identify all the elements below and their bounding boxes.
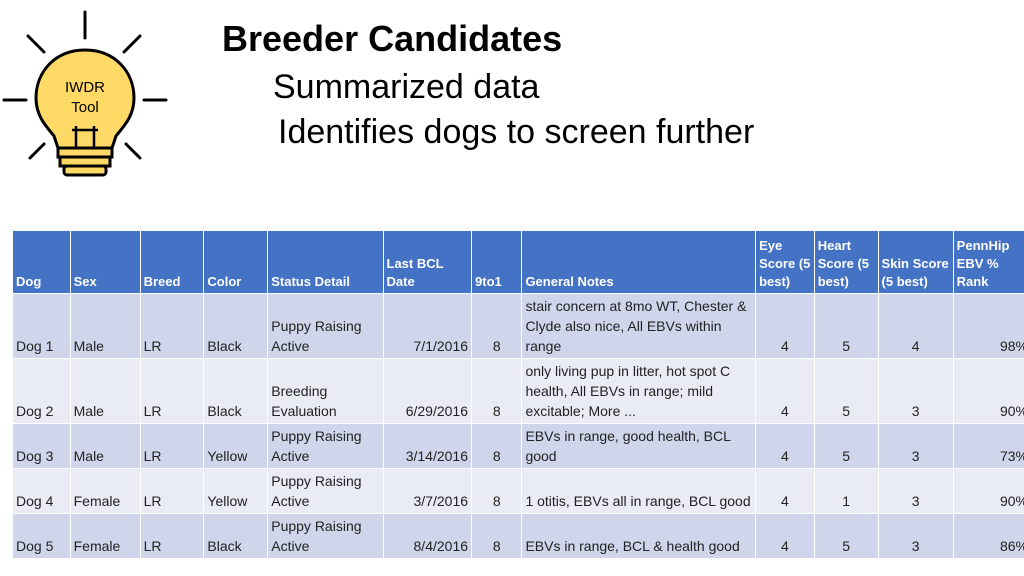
col-header-heart-score: Heart Score (5 best) [813, 230, 879, 294]
cell-heart-score: 1 [813, 468, 879, 514]
cell-general-notes: EBVs in range, BCL & health good [521, 513, 757, 559]
cell-dog: Dog 3 [12, 423, 71, 469]
cell-general-notes: 1 otitis, EBVs all in range, BCL good [521, 468, 757, 514]
cell-color: Yellow [203, 423, 269, 469]
col-header-eye-score: Eye Score (5 best) [755, 230, 815, 294]
cell-heart-score: 5 [813, 293, 879, 359]
col-header-last-bcl-date: Last BCL Date [382, 230, 473, 294]
cell-last-bcl-date: 7/1/2016 [382, 293, 473, 359]
cell-status-detail: Puppy Raising Active [267, 423, 384, 469]
cell-skin-score: 3 [877, 423, 954, 469]
cell-pennhip-rank: 86% [952, 513, 1024, 559]
lightbulb-icon: IWDR Tool [2, 10, 168, 177]
cell-eye-score: 4 [755, 293, 815, 359]
cell-skin-score: 3 [877, 513, 954, 559]
cell-pennhip-rank: 73% [952, 423, 1024, 469]
cell-pennhip-rank: 90% [952, 358, 1024, 424]
cell-last-bcl-date: 8/4/2016 [382, 513, 473, 559]
cell-breed: LR [139, 423, 205, 469]
cell-heart-score: 5 [813, 513, 879, 559]
cell-9to1: 8 [471, 513, 523, 559]
badge-line-1: IWDR [65, 79, 105, 96]
cell-dog: Dog 5 [12, 513, 71, 559]
cell-color: Yellow [203, 468, 269, 514]
cell-heart-score: 5 [813, 423, 879, 469]
cell-color: Black [203, 358, 269, 424]
cell-sex: Female [69, 468, 141, 514]
cell-last-bcl-date: 3/14/2016 [382, 423, 473, 469]
cell-eye-score: 4 [755, 513, 815, 559]
cell-9to1: 8 [471, 423, 523, 469]
cell-eye-score: 4 [755, 358, 815, 424]
table-row: Dog 2 Male LR Black Breeding Evaluation … [12, 358, 1024, 424]
cell-sex: Female [69, 513, 141, 559]
cell-general-notes: stair concern at 8mo WT, Chester & Clyde… [521, 293, 757, 359]
cell-color: Black [203, 293, 269, 359]
cell-breed: LR [139, 293, 205, 359]
cell-skin-score: 3 [877, 468, 954, 514]
cell-pennhip-rank: 98% [952, 293, 1024, 359]
cell-sex: Male [69, 293, 141, 359]
cell-9to1: 8 [471, 293, 523, 359]
cell-9to1: 8 [471, 358, 523, 424]
cell-general-notes: EBVs in range, good health, BCL good [521, 423, 757, 469]
cell-eye-score: 4 [755, 423, 815, 469]
subtitle-summarized: Summarized data [273, 68, 540, 106]
cell-status-detail: Breeding Evaluation [267, 358, 384, 424]
cell-pennhip-rank: 90% [952, 468, 1024, 514]
col-header-color: Color [203, 230, 269, 294]
cell-sex: Male [69, 358, 141, 424]
cell-breed: LR [139, 358, 205, 424]
col-header-general-notes: General Notes [521, 230, 757, 294]
col-header-sex: Sex [69, 230, 141, 294]
cell-9to1: 8 [471, 468, 523, 514]
page-title: Breeder Candidates [222, 18, 563, 59]
cell-status-detail: Puppy Raising Active [267, 293, 384, 359]
table-header-row: Dog Sex Breed Color Status Detail Last B… [12, 230, 1024, 294]
cell-status-detail: Puppy Raising Active [267, 468, 384, 514]
col-header-pennhip-rank: PennHip EBV % Rank [952, 230, 1024, 294]
table-row: Dog 1 Male LR Black Puppy Raising Active… [12, 293, 1024, 359]
cell-dog: Dog 2 [12, 358, 71, 424]
cell-color: Black [203, 513, 269, 559]
col-header-dog: Dog [12, 230, 71, 294]
breeder-candidates-table: Dog Sex Breed Color Status Detail Last B… [12, 230, 1024, 559]
cell-dog: Dog 4 [12, 468, 71, 514]
cell-status-detail: Puppy Raising Active [267, 513, 384, 559]
col-header-status-detail: Status Detail [267, 230, 384, 294]
col-header-9to1: 9to1 [471, 230, 523, 294]
cell-skin-score: 3 [877, 358, 954, 424]
subtitle-identifies: Identifies dogs to screen further [278, 113, 755, 151]
table-row: Dog 3 Male LR Yellow Puppy Raising Activ… [12, 423, 1024, 469]
cell-general-notes: only living pup in litter, hot spot C he… [521, 358, 757, 424]
col-header-skin-score: Skin Score (5 best) [877, 230, 954, 294]
cell-breed: LR [139, 468, 205, 514]
cell-dog: Dog 1 [12, 293, 71, 359]
cell-eye-score: 4 [755, 468, 815, 514]
table-row: Dog 5 Female LR Black Puppy Raising Acti… [12, 513, 1024, 559]
table-row: Dog 4 Female LR Yellow Puppy Raising Act… [12, 468, 1024, 514]
cell-heart-score: 5 [813, 358, 879, 424]
col-header-breed: Breed [139, 230, 205, 294]
cell-sex: Male [69, 423, 141, 469]
cell-last-bcl-date: 6/29/2016 [382, 358, 473, 424]
cell-last-bcl-date: 3/7/2016 [382, 468, 473, 514]
cell-skin-score: 4 [877, 293, 954, 359]
cell-breed: LR [139, 513, 205, 559]
badge-line-2: Tool [71, 99, 99, 116]
